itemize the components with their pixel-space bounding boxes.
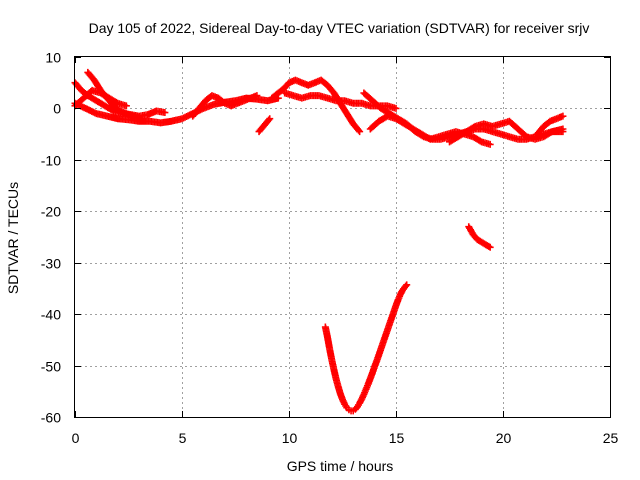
data-point bbox=[559, 112, 567, 120]
y-tick-label: -20 bbox=[41, 204, 61, 220]
x-tick-label: 0 bbox=[72, 430, 80, 446]
data-points bbox=[71, 68, 567, 415]
y-tick-label: -60 bbox=[41, 410, 61, 426]
data-point bbox=[486, 140, 494, 148]
y-tick-label: -40 bbox=[41, 307, 61, 323]
y-tick-label: 0 bbox=[53, 101, 61, 117]
data-point bbox=[135, 114, 143, 122]
data-point bbox=[355, 126, 363, 134]
data-point bbox=[265, 116, 273, 124]
data-point bbox=[356, 128, 364, 136]
series-track-6 bbox=[255, 115, 274, 136]
y-tick-label: -10 bbox=[41, 153, 61, 169]
data-point bbox=[392, 104, 400, 112]
x-tick-label: 5 bbox=[179, 430, 187, 446]
series-track-14 bbox=[321, 281, 411, 415]
data-point bbox=[470, 123, 478, 131]
series-track-4 bbox=[71, 86, 130, 110]
series-track-7 bbox=[268, 76, 364, 136]
x-tick-label: 25 bbox=[603, 430, 619, 446]
series-track-5 bbox=[189, 92, 261, 120]
series-track-13 bbox=[465, 223, 494, 251]
data-point bbox=[266, 115, 274, 123]
data-point bbox=[403, 281, 411, 289]
data-point bbox=[559, 128, 567, 136]
chart-title: Day 105 of 2022, Sidereal Day-to-day VTE… bbox=[89, 20, 590, 36]
data-point bbox=[402, 282, 410, 290]
data-point bbox=[112, 98, 120, 106]
x-tick-label: 15 bbox=[389, 430, 405, 446]
data-point bbox=[253, 92, 261, 100]
data-point bbox=[485, 242, 493, 250]
data-point bbox=[476, 137, 484, 145]
axes: 0 5 10 15 20 25 10 0 -10 -20 -30 -40 -50 -60 bbox=[41, 50, 619, 447]
y-tick-label: 10 bbox=[45, 50, 61, 66]
y-tick-label: -30 bbox=[41, 256, 61, 272]
x-tick-label: 20 bbox=[496, 430, 512, 446]
series-track-11 bbox=[446, 117, 567, 146]
data-point bbox=[122, 102, 130, 110]
series-track-12 bbox=[533, 112, 567, 138]
data-point bbox=[486, 243, 494, 251]
x-tick-label: 10 bbox=[282, 430, 298, 446]
data-point bbox=[161, 109, 169, 117]
x-axis-label: GPS time / hours bbox=[287, 458, 394, 474]
plot-frame bbox=[74, 56, 611, 418]
y-tick-label: -50 bbox=[41, 359, 61, 375]
y-axis-label: SDTVAR / TECUs bbox=[5, 182, 21, 294]
